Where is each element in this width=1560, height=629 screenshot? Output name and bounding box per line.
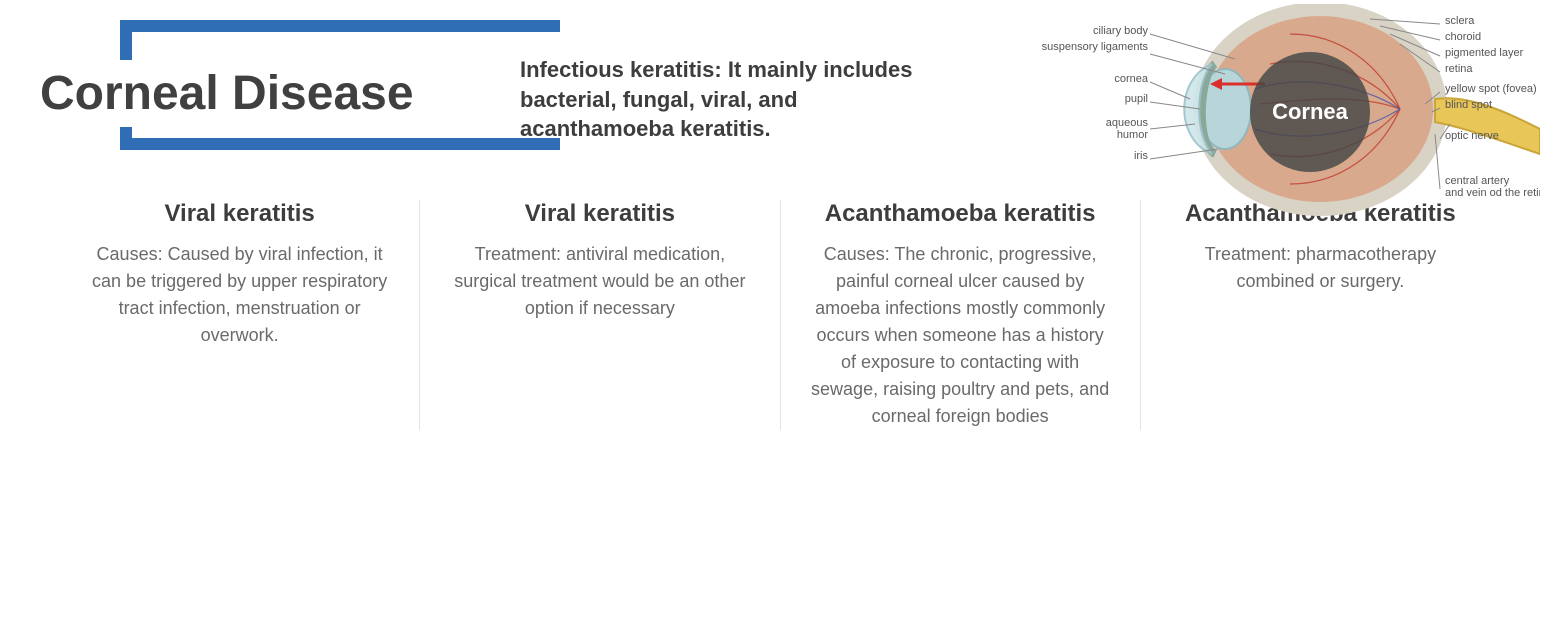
- title-box: Corneal Disease: [40, 30, 480, 160]
- card-acanth-causes: Acanthamoeba keratitis Causes: The chron…: [780, 200, 1140, 430]
- eye-label-retina: retina: [1445, 63, 1473, 75]
- card-viral-causes: Viral keratitis Causes: Caused by viral …: [60, 200, 419, 430]
- intro-text: Infectious keratitis: It mainly includes…: [520, 55, 950, 144]
- card-viral-treatment: Viral keratitis Treatment: antiviral med…: [419, 200, 779, 430]
- card-title: Viral keratitis: [90, 200, 389, 229]
- card-body: Causes: Caused by viral infection, it ca…: [90, 241, 389, 349]
- cornea-badge: Cornea: [1250, 52, 1370, 172]
- eye-label-optic: optic nerve: [1445, 130, 1499, 142]
- eye-label-central: central arteryand vein od the retina: [1445, 175, 1540, 199]
- eye-label-ciliary-body: ciliary body: [1093, 25, 1149, 37]
- eye-label-cornea: cornea: [1114, 73, 1149, 85]
- eye-label-aqueous: aqueoushumor: [1106, 117, 1149, 141]
- card-body: Treatment: pharmacotherapy combined or s…: [1171, 241, 1470, 295]
- eye-label-fovea: yellow spot (fovea): [1445, 83, 1537, 95]
- page-title: Corneal Disease: [40, 60, 430, 127]
- eye-label-suspensory: suspensory ligaments: [1042, 41, 1149, 53]
- card-acanth-treatment: Acanthamoeba keratitis Treatment: pharma…: [1140, 200, 1500, 430]
- eye-label-pupil: pupil: [1125, 93, 1148, 105]
- card-body: Treatment: antiviral medication, surgica…: [450, 241, 749, 322]
- eye-label-sclera: sclera: [1445, 15, 1475, 27]
- eye-label-pigmented: pigmented layer: [1445, 47, 1524, 59]
- eye-label-choroid: choroid: [1445, 31, 1481, 43]
- card-title: Viral keratitis: [450, 200, 749, 229]
- eye-diagram: ciliary body suspensory ligaments cornea…: [1040, 4, 1540, 224]
- card-body: Causes: The chronic, progressive, painfu…: [811, 241, 1110, 430]
- eye-label-iris: iris: [1134, 150, 1149, 162]
- eye-label-blindspot: blind spot: [1445, 99, 1492, 111]
